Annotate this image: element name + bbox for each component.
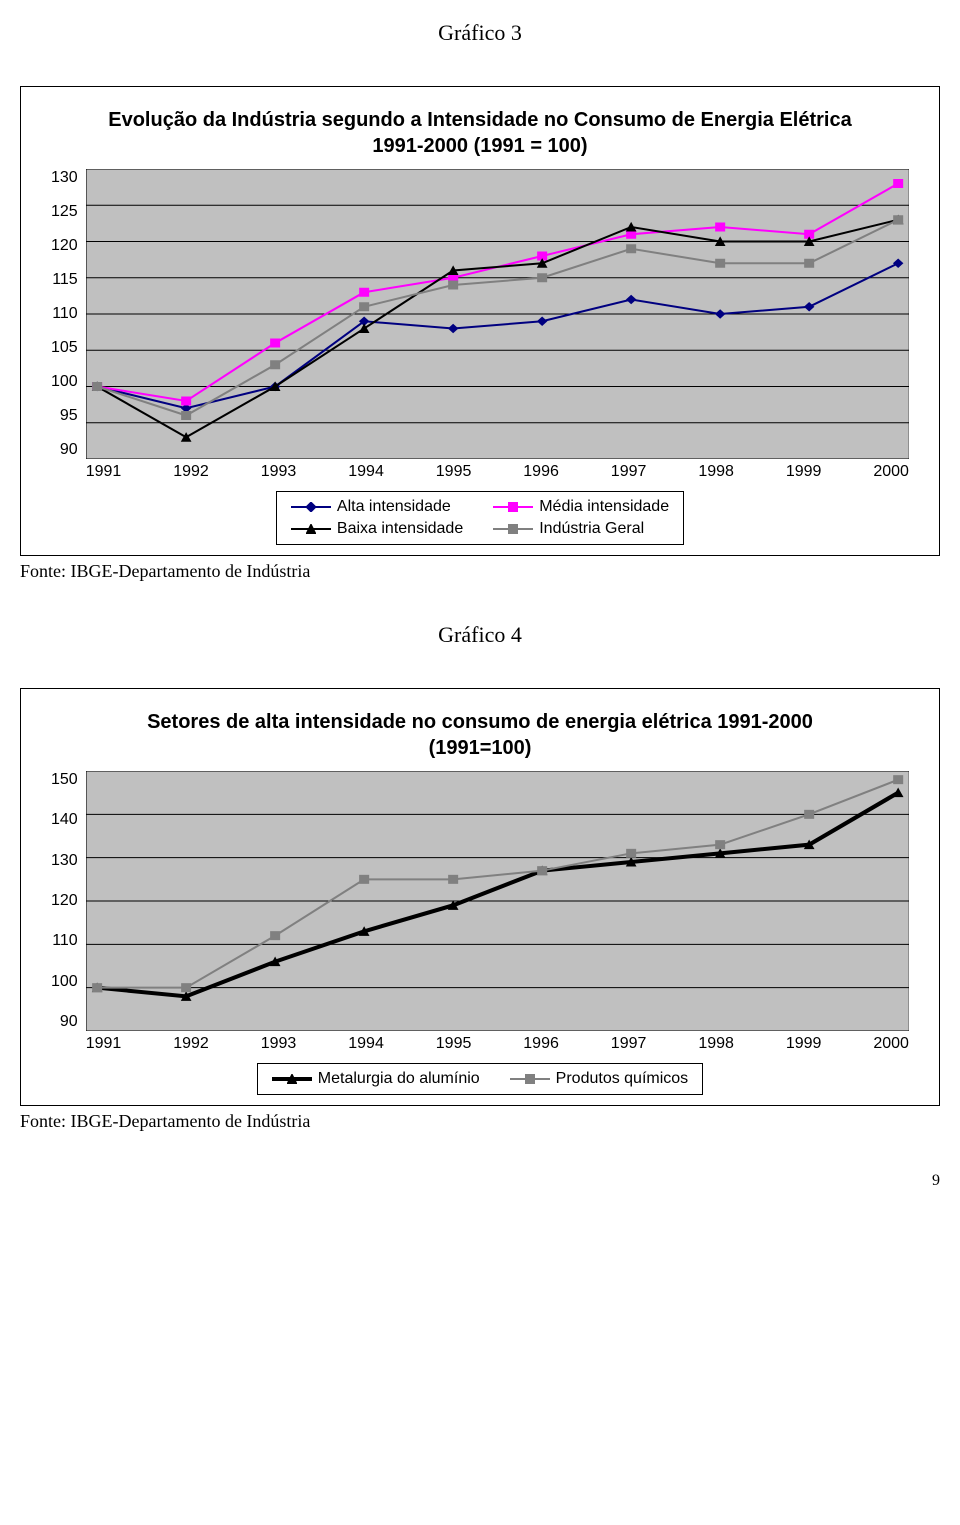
y-tick: 125 [51, 203, 78, 221]
chart3-plot-area [86, 169, 909, 459]
x-tick: 1997 [611, 463, 647, 481]
x-tick: 1996 [523, 1035, 559, 1053]
chart3-x-axis: 1991 1992 1993 1994 1995 1996 1997 1998 1999 2000 [86, 459, 909, 481]
legend-item: Alta intensidade [291, 498, 463, 516]
legend-item: Metalurgia do alumínio [272, 1070, 480, 1088]
legend-label: Indústria Geral [539, 520, 644, 538]
y-tick: 150 [51, 771, 78, 789]
y-tick: 120 [51, 892, 78, 910]
x-tick: 2000 [873, 1035, 909, 1053]
chart4-plot-area [86, 771, 909, 1031]
x-tick: 1999 [786, 1035, 822, 1053]
x-tick: 1994 [348, 463, 384, 481]
chart3-title: Evolução da Indústria segundo a Intensid… [51, 107, 909, 159]
x-tick: 1998 [698, 463, 734, 481]
legend-item: Baixa intensidade [291, 520, 463, 538]
y-tick: 100 [51, 973, 78, 991]
x-tick: 1993 [261, 463, 297, 481]
chart3-container: Evolução da Indústria segundo a Intensid… [20, 86, 940, 556]
legend-item: Indústria Geral [493, 520, 669, 538]
chart3-figure-label: Gráfico 3 [20, 20, 940, 46]
x-tick: 1995 [436, 463, 472, 481]
y-tick: 110 [52, 932, 78, 950]
legend-label: Produtos químicos [556, 1070, 689, 1088]
chart4-source: Fonte: IBGE-Departamento de Indústria [20, 1111, 940, 1132]
page-number: 9 [20, 1172, 940, 1190]
x-tick: 1991 [86, 463, 122, 481]
x-tick: 1994 [348, 1035, 384, 1053]
x-tick: 1997 [611, 1035, 647, 1053]
y-tick: 130 [51, 169, 78, 187]
legend-label: Baixa intensidade [337, 520, 463, 538]
y-tick: 115 [52, 271, 78, 289]
y-tick: 120 [51, 237, 78, 255]
legend-label: Alta intensidade [337, 498, 451, 516]
chart3-y-axis: 130 125 120 115 110 105 100 95 90 [51, 169, 86, 459]
legend-label: Média intensidade [539, 498, 669, 516]
x-tick: 1995 [436, 1035, 472, 1053]
chart4-container: Setores de alta intensidade no consumo d… [20, 688, 940, 1106]
x-tick: 1998 [698, 1035, 734, 1053]
chart3-legend: Alta intensidade Média intensidade Baixa i… [276, 491, 684, 545]
y-tick: 90 [60, 1013, 78, 1031]
y-tick: 110 [52, 305, 78, 323]
y-tick: 140 [51, 811, 78, 829]
chart4-y-axis: 150 140 130 120 110 100 90 [51, 771, 86, 1031]
x-tick: 1996 [523, 463, 559, 481]
chart4-figure-label: Gráfico 4 [20, 622, 940, 648]
y-tick: 105 [51, 339, 78, 357]
legend-item: Produtos químicos [510, 1070, 689, 1088]
y-tick: 90 [60, 441, 78, 459]
y-tick: 100 [51, 373, 78, 391]
chart4-legend: Metalurgia do alumínio Produtos químicos [257, 1063, 703, 1095]
x-tick: 1992 [173, 1035, 209, 1053]
chart4-x-axis: 1991 1992 1993 1994 1995 1996 1997 1998 1999 2000 [86, 1031, 909, 1053]
y-tick: 95 [60, 407, 78, 425]
chart3-source: Fonte: IBGE-Departamento de Indústria [20, 561, 940, 582]
legend-item: Média intensidade [493, 498, 669, 516]
x-tick: 2000 [873, 463, 909, 481]
y-tick: 130 [51, 852, 78, 870]
legend-label: Metalurgia do alumínio [318, 1070, 480, 1088]
x-tick: 1993 [261, 1035, 297, 1053]
x-tick: 1991 [86, 1035, 122, 1053]
x-tick: 1992 [173, 463, 209, 481]
chart4-title: Setores de alta intensidade no consumo d… [51, 709, 909, 761]
x-tick: 1999 [786, 463, 822, 481]
